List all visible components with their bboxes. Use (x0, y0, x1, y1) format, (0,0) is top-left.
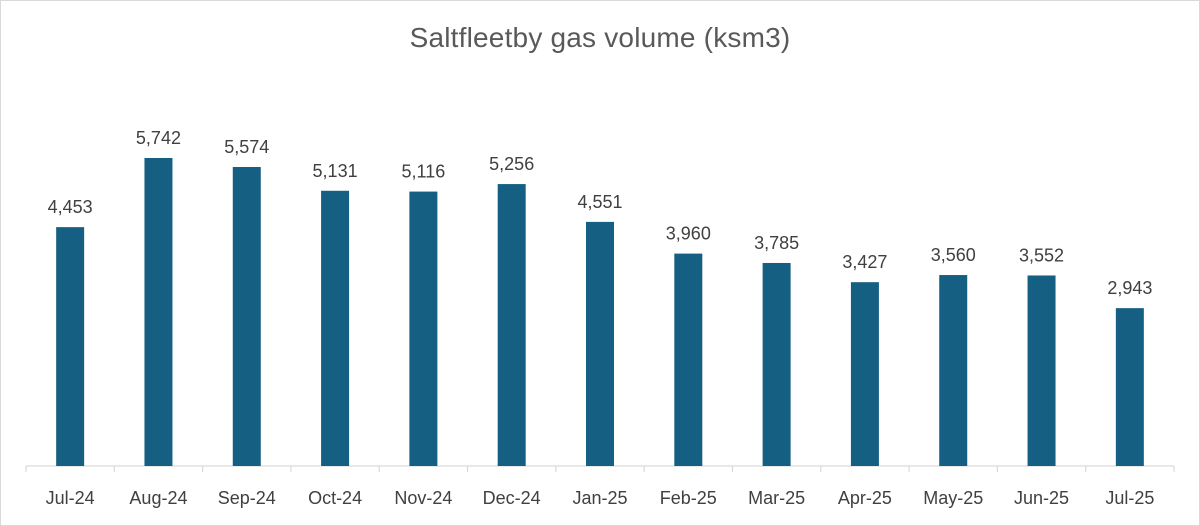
data-label: 5,256 (489, 154, 534, 174)
data-label: 3,427 (842, 252, 887, 272)
bar-jun-25 (1027, 275, 1056, 466)
bar-mar-25 (762, 262, 791, 466)
x-tick-label: Nov-24 (394, 488, 452, 508)
x-tick-label: Mar-25 (748, 488, 805, 508)
x-axis-ticks (25, 466, 1175, 472)
bar-nov-24 (409, 191, 438, 466)
x-tick-label: Feb-25 (660, 488, 717, 508)
data-label: 5,742 (136, 128, 181, 148)
chart-title: Saltfleetby gas volume (ksm3) (409, 22, 791, 53)
x-tick-label: Oct-24 (308, 488, 362, 508)
bar-jul-25 (1115, 308, 1144, 466)
data-label: 4,453 (48, 197, 93, 217)
x-tick-label: Jun-25 (1014, 488, 1069, 508)
data-label: 5,574 (224, 137, 269, 157)
bar-jul-24 (56, 227, 85, 466)
data-label: 3,960 (666, 224, 711, 244)
bar-sep-24 (232, 167, 261, 466)
bar-feb-25 (674, 253, 703, 466)
data-label: 3,785 (754, 233, 799, 253)
x-tick-label: May-25 (923, 488, 983, 508)
x-tick-label: Jul-24 (46, 488, 95, 508)
x-tick-labels: Jul-24 Aug-24 Sep-24 Oct-24 Nov-24 Dec-24 Jan-… (46, 488, 1155, 508)
data-labels: 4,453 5,742 5,574 5,131 5,116 5,256 4,551 3,960… (48, 128, 1153, 298)
bar-aug-24 (144, 158, 173, 466)
x-tick-label: Sep-24 (218, 488, 276, 508)
data-label: 3,552 (1019, 245, 1064, 265)
x-tick-label: Jul-25 (1105, 488, 1154, 508)
data-label: 3,560 (931, 245, 976, 265)
data-label: 5,131 (313, 161, 358, 181)
data-label: 4,551 (577, 192, 622, 212)
x-tick-label: Apr-25 (838, 488, 892, 508)
bar-may-25 (939, 275, 968, 466)
bar-jan-25 (586, 221, 614, 466)
bar-series (56, 158, 1144, 466)
data-label: 5,116 (402, 162, 446, 182)
bar-oct-24 (321, 190, 350, 466)
x-tick-label: Aug-24 (129, 488, 187, 508)
x-tick-label: Dec-24 (483, 488, 541, 508)
data-label: 2,943 (1107, 278, 1152, 298)
bar-apr-25 (850, 282, 879, 466)
bar-dec-24 (497, 184, 526, 466)
x-tick-label: Jan-25 (572, 488, 627, 508)
